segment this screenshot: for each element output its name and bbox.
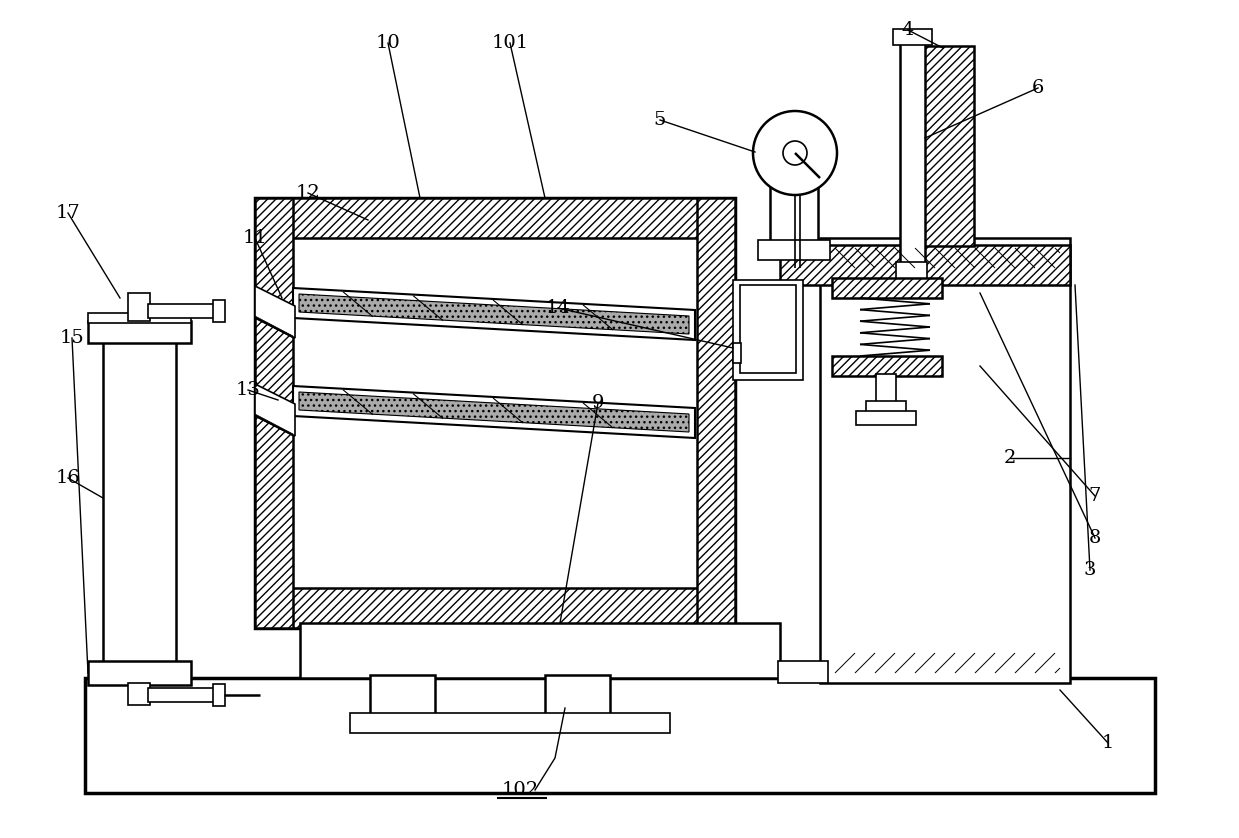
- Text: 2: 2: [1004, 449, 1016, 467]
- Bar: [255, 198, 735, 628]
- Bar: [896, 262, 927, 280]
- Bar: [147, 688, 216, 702]
- Bar: [893, 29, 932, 45]
- Bar: [912, 46, 974, 246]
- Bar: [88, 313, 191, 323]
- Text: 11: 11: [243, 229, 268, 247]
- Bar: [255, 588, 735, 628]
- Text: 102: 102: [502, 781, 539, 799]
- Text: 8: 8: [1089, 529, 1101, 547]
- Bar: [833, 278, 942, 298]
- Bar: [733, 343, 741, 363]
- Text: 1: 1: [1101, 734, 1114, 752]
- Bar: [88, 321, 191, 343]
- Bar: [856, 411, 916, 425]
- Polygon shape: [292, 288, 695, 340]
- Text: 5: 5: [654, 111, 667, 129]
- Polygon shape: [255, 316, 292, 338]
- Bar: [698, 198, 735, 628]
- Polygon shape: [299, 294, 689, 334]
- Bar: [833, 356, 942, 376]
- Text: 101: 101: [492, 34, 529, 52]
- Text: 14: 14: [545, 299, 570, 317]
- Polygon shape: [299, 392, 689, 432]
- Text: 17: 17: [56, 204, 81, 222]
- Bar: [866, 401, 906, 413]
- Bar: [128, 293, 150, 321]
- Circle shape: [783, 141, 807, 165]
- Bar: [128, 683, 150, 705]
- Bar: [778, 661, 828, 683]
- Bar: [370, 675, 435, 720]
- Bar: [213, 684, 225, 706]
- Text: 15: 15: [59, 329, 84, 347]
- Text: 6: 6: [1032, 79, 1044, 97]
- Text: 3: 3: [1084, 561, 1097, 579]
- Text: 13: 13: [235, 381, 260, 399]
- Polygon shape: [255, 384, 295, 436]
- Text: 16: 16: [56, 469, 81, 487]
- Polygon shape: [255, 286, 295, 338]
- Bar: [758, 240, 830, 260]
- Bar: [876, 374, 896, 406]
- Bar: [85, 678, 1155, 793]
- Bar: [147, 304, 216, 318]
- Bar: [769, 173, 818, 253]
- Text: 9: 9: [592, 394, 605, 412]
- Text: 12: 12: [296, 184, 321, 202]
- Text: 4: 4: [902, 21, 914, 39]
- Circle shape: [753, 111, 838, 195]
- Bar: [103, 338, 176, 663]
- Bar: [820, 238, 1070, 683]
- Bar: [781, 245, 1070, 285]
- Bar: [213, 300, 225, 322]
- Bar: [740, 285, 795, 373]
- Text: 7: 7: [1089, 487, 1101, 505]
- Bar: [300, 623, 781, 678]
- Bar: [900, 40, 926, 270]
- Bar: [255, 198, 292, 628]
- Bar: [733, 280, 803, 380]
- Polygon shape: [255, 414, 292, 436]
- Bar: [255, 198, 735, 238]
- Polygon shape: [292, 386, 695, 438]
- Text: 10: 10: [375, 34, 400, 52]
- Bar: [88, 661, 191, 685]
- Bar: [545, 675, 610, 720]
- Bar: [349, 713, 670, 733]
